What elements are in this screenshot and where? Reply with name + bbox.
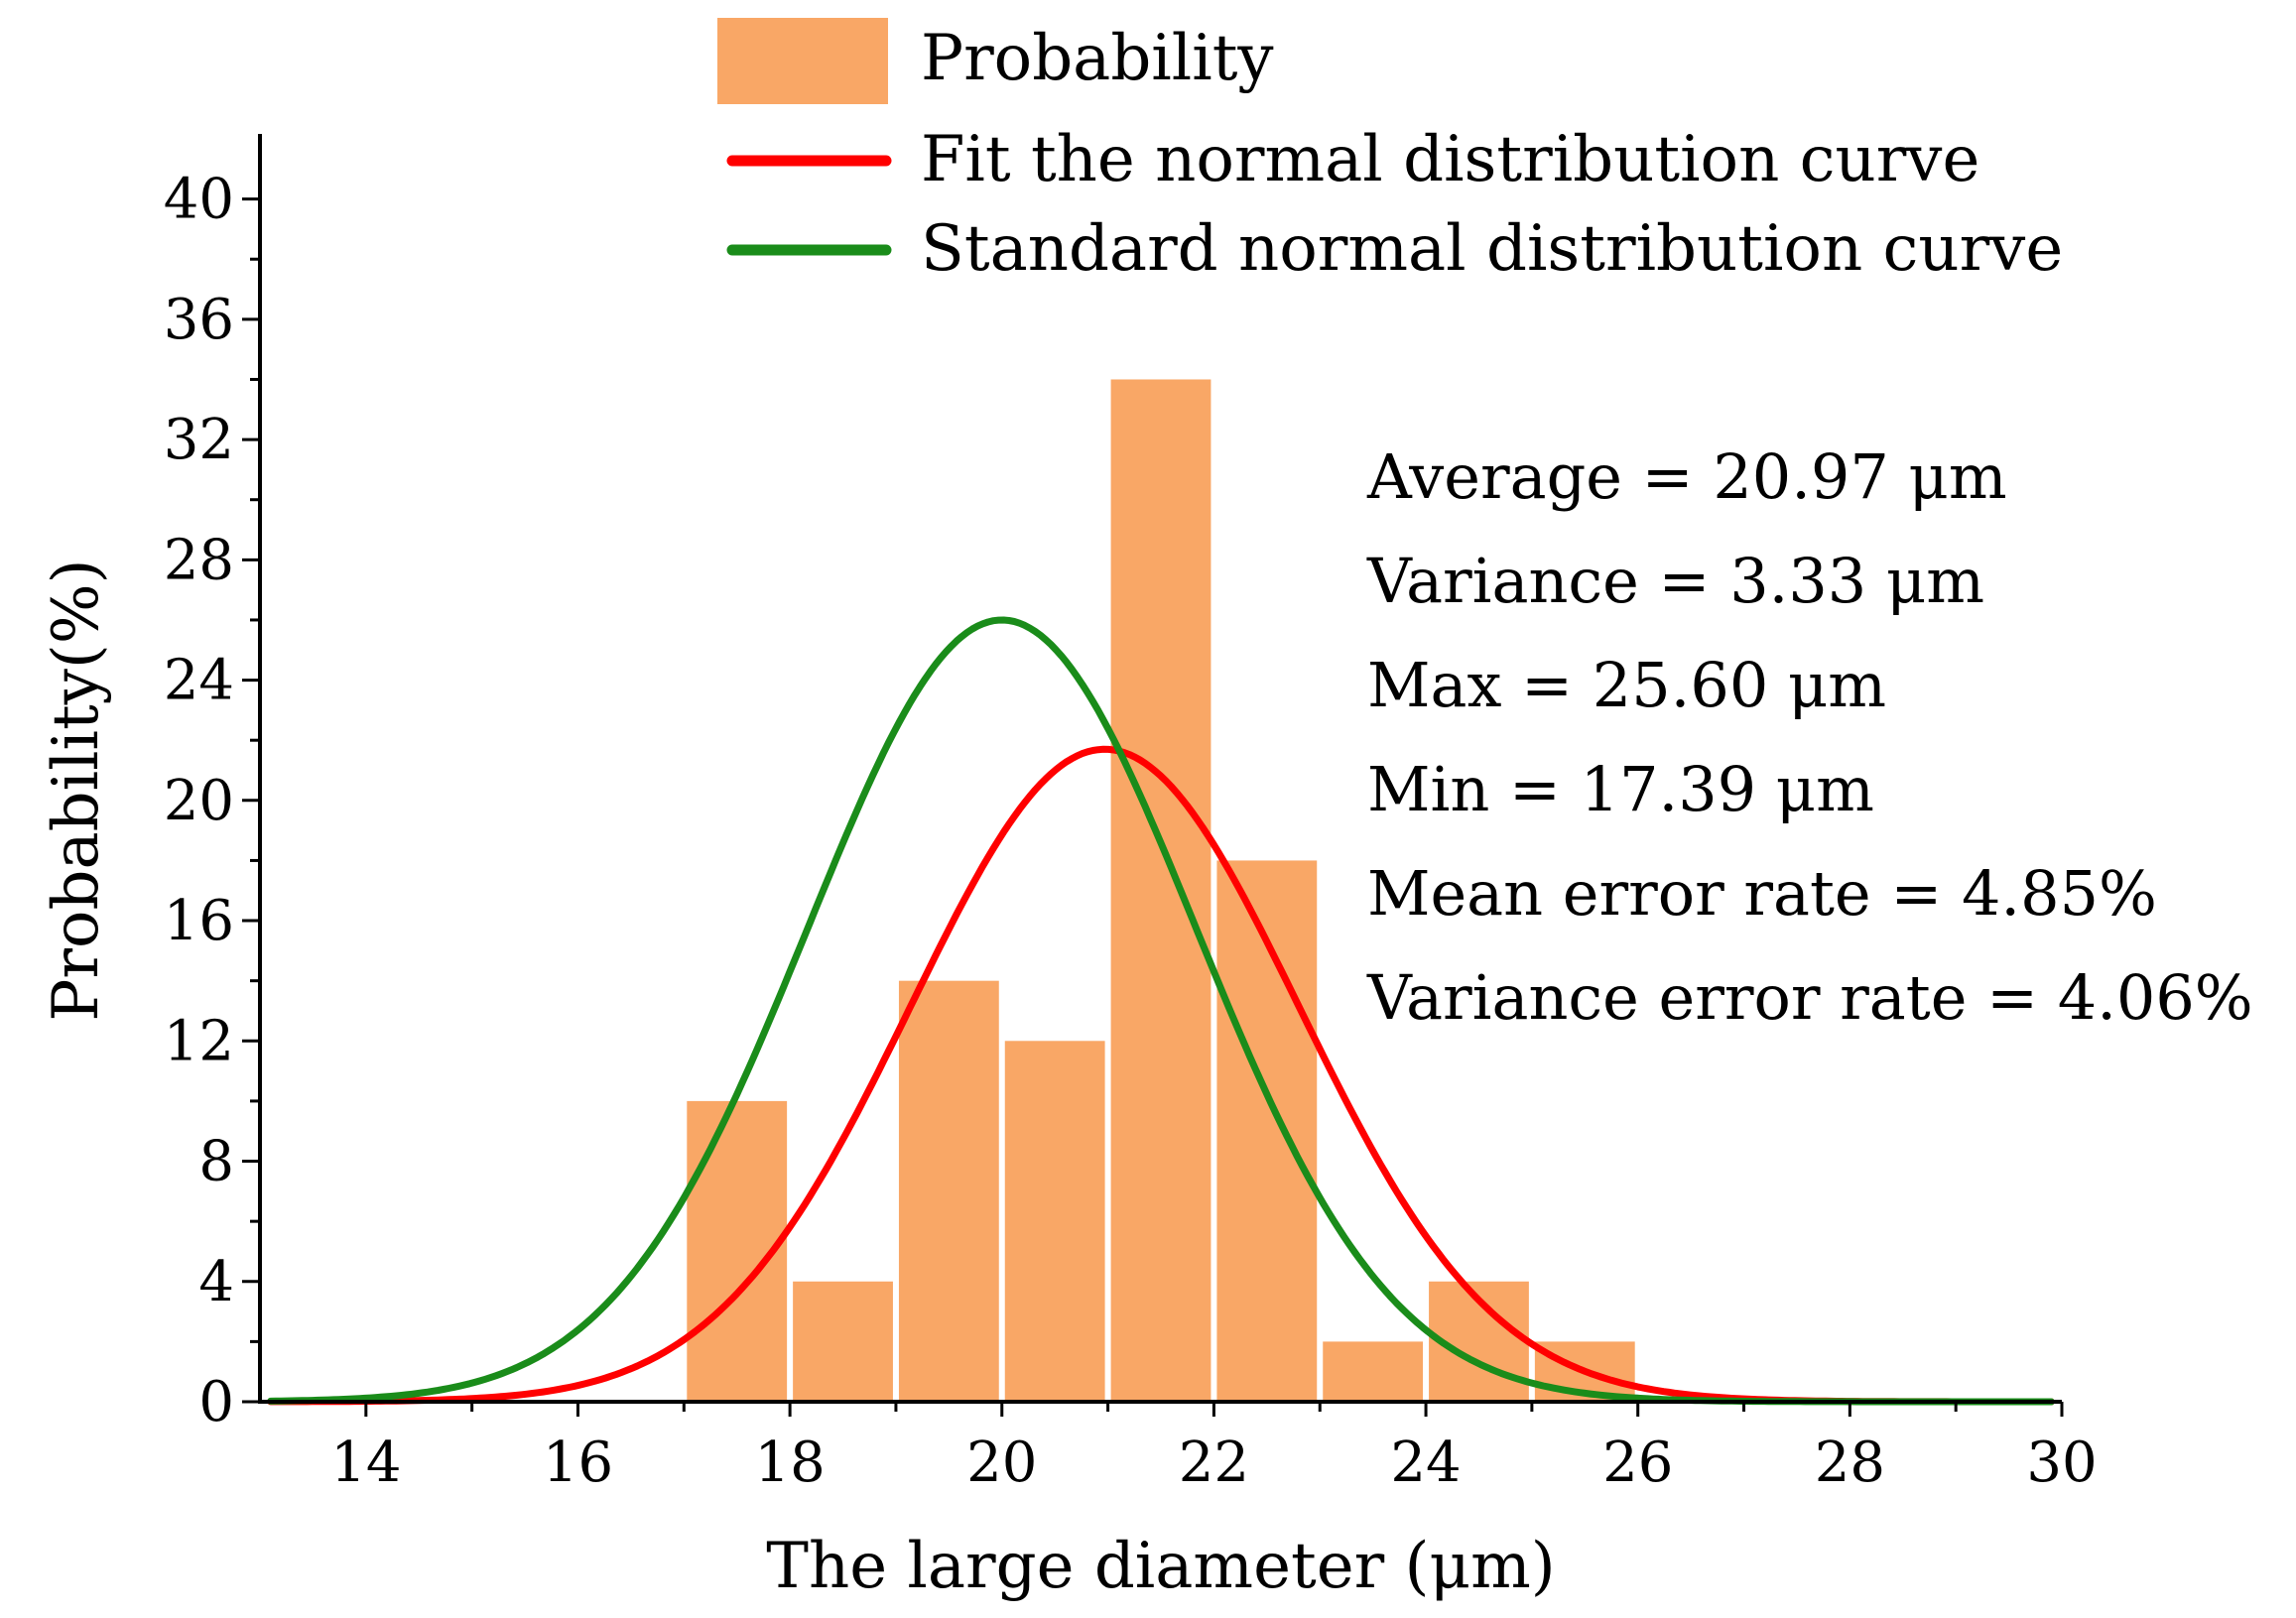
x-tick-label-22: 22	[1179, 1431, 1249, 1495]
y-tick-label-12: 12	[164, 1009, 234, 1073]
legend-swatch-probability	[717, 18, 888, 104]
stat-line-2: Variance = 3.33 μm	[1366, 545, 1984, 617]
y-tick-label-16: 16	[164, 889, 234, 953]
stat-line-3: Max = 25.60 μm	[1367, 649, 1886, 721]
stat-line-1: Average = 20.97 μm	[1366, 440, 2007, 513]
x-tick-label-26: 26	[1602, 1431, 1673, 1495]
x-tick-label-24: 24	[1390, 1431, 1461, 1495]
histogram-bar-3	[898, 980, 999, 1402]
x-tick-label-28: 28	[1815, 1431, 1885, 1495]
histogram-bar-6	[1216, 860, 1318, 1402]
stat-line-5: Mean error rate = 4.85%	[1367, 857, 2157, 930]
histogram-bar-2	[793, 1281, 893, 1402]
x-tick-label-16: 16	[543, 1431, 613, 1495]
x-axis-title: The large diameter (μm)	[766, 1530, 1555, 1603]
y-axis-title: Probability(%)	[40, 559, 113, 1021]
axis-ticks	[242, 197, 2064, 1417]
histogram-bars	[687, 379, 1635, 1402]
x-tick-label-14: 14	[330, 1431, 401, 1495]
histogram-bar-5	[1110, 379, 1212, 1402]
y-tick-label-0: 0	[198, 1370, 234, 1434]
statistics-annotations: Average = 20.97 μm Variance = 3.33 μm Max …	[1366, 440, 2253, 1034]
legend-label-1: Probability	[921, 22, 1274, 95]
x-tick-label-20: 20	[966, 1431, 1037, 1495]
y-tick-label-20: 20	[164, 769, 234, 833]
y-tick-label-40: 40	[164, 168, 234, 232]
legend-label-3: Standard normal distribution curve	[921, 212, 2063, 286]
x-tick-label-18: 18	[754, 1431, 825, 1495]
y-tick-label-8: 8	[198, 1130, 234, 1194]
histogram-bar-4	[1004, 1041, 1105, 1402]
y-tick-label-36: 36	[164, 288, 234, 352]
y-tick-label-4: 4	[198, 1250, 234, 1314]
y-tick-label-32: 32	[164, 408, 234, 472]
y-tick-label-28: 28	[164, 528, 234, 592]
stat-line-4: Min = 17.39 μm	[1367, 753, 1874, 825]
tick-labels: 14 16 18 20 22 24 26 28 30 0 4 8 12 16 20 24 28 32 36 40	[164, 168, 2098, 1495]
x-tick-label-30: 30	[2026, 1431, 2097, 1495]
y-tick-label-24: 24	[164, 649, 234, 713]
legend-label-2: Fit the normal distribution curve	[921, 123, 1979, 196]
stat-line-6: Variance error rate = 4.06%	[1366, 961, 2253, 1034]
axes	[258, 134, 2062, 1404]
legend: Probability Fit the normal distribution c…	[717, 18, 2063, 286]
histogram-bar-7	[1323, 1341, 1424, 1402]
